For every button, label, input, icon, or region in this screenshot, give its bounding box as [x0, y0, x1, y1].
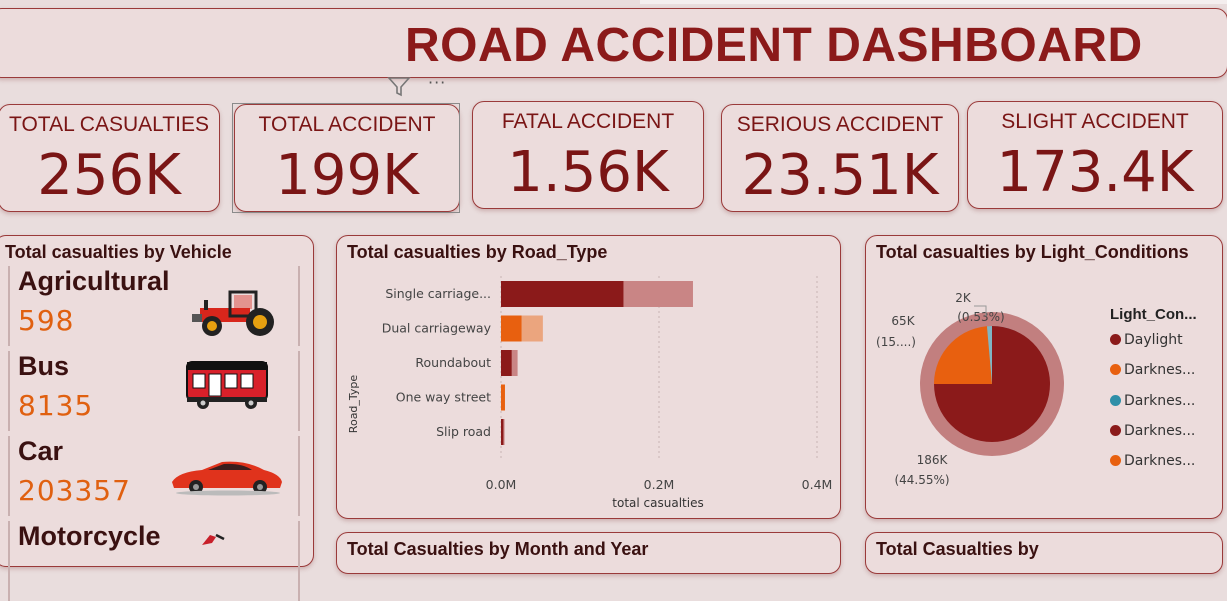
panel-title: Total casualties by Vehicle	[5, 242, 232, 262]
kpi-label: FATAL ACCIDENT	[501, 110, 675, 133]
legend-item[interactable]: Darknes...	[1110, 393, 1195, 409]
legend-dot	[1110, 455, 1121, 466]
vehicle-name: Agricultural	[18, 266, 170, 296]
vehicle-value: 8135	[18, 389, 94, 422]
kpi-value: 256K	[37, 143, 181, 208]
x-axis-label: total casualties	[612, 496, 703, 510]
kpi-value: 199K	[275, 143, 419, 208]
road-type-bar-chart: Road_Type total casualties Single carria…	[347, 276, 833, 510]
light-conditions-pie-chart: 2K (0.53%) 65K (15....) 186K (44.55%)	[876, 291, 1064, 487]
legend-dot	[1110, 395, 1121, 406]
tractor-icon	[192, 290, 274, 336]
legend-label: Darknes...	[1124, 423, 1196, 439]
category-label: Slip road	[436, 424, 491, 439]
selection-outline	[232, 103, 460, 213]
category-label: Dual carriageway	[382, 321, 492, 336]
legend-label: Darknes...	[1124, 393, 1196, 409]
road-type-panel: Total casualties by Road_Type Road_Type …	[336, 235, 841, 519]
bar[interactable]	[501, 384, 505, 411]
vehicle-name: Bus	[18, 351, 70, 381]
motorcycle-icon	[202, 533, 225, 545]
legend-dot	[1110, 334, 1121, 345]
filter-icon[interactable]	[387, 76, 411, 98]
kpi-label: SERIOUS ACCIDENT	[736, 113, 944, 136]
bar[interactable]	[501, 350, 512, 376]
more-options-icon[interactable]: ···	[428, 73, 447, 92]
pie-slice[interactable]	[934, 326, 1050, 442]
pie-data-label: 186K	[917, 453, 949, 467]
bar[interactable]	[501, 419, 504, 445]
pie-data-label: 65K	[891, 314, 915, 328]
title-card	[0, 8, 1227, 78]
kpi-total-casualties: TOTAL CASUALTIES 256K	[0, 104, 220, 212]
pie-data-label: (44.55%)	[894, 473, 949, 487]
legend-dot	[1110, 425, 1121, 436]
legend-dot	[1110, 364, 1121, 375]
vehicle-name: Car	[18, 436, 64, 466]
kpi-value: 23.51K	[741, 143, 939, 208]
vehicle-item-agricultural[interactable]: Agricultural 598	[8, 266, 300, 346]
kpi-slight-accident: SLIGHT ACCIDENT 173.4K	[967, 101, 1223, 209]
kpi-total-accident: TOTAL ACCIDENT 199K	[234, 104, 460, 212]
casualties-by-panel: Total Casualties by	[865, 532, 1223, 574]
pie-slice[interactable]	[934, 326, 992, 384]
top-strip	[640, 0, 1227, 4]
legend-label: Darknes...	[1124, 453, 1196, 469]
kpi-serious-accident: SERIOUS ACCIDENT 23.51K	[721, 104, 959, 212]
legend-label: Daylight	[1124, 332, 1183, 348]
pie-data-label: 2K	[955, 291, 972, 305]
kpi-label: TOTAL CASUALTIES	[9, 113, 209, 136]
vehicle-value: 598	[18, 304, 75, 337]
vehicle-name: Motorcycle	[18, 521, 161, 551]
x-tick-label: 0.0M	[486, 477, 517, 492]
legend-item[interactable]: Darknes...	[1110, 362, 1195, 378]
legend-item[interactable]: Darknes...	[1110, 453, 1195, 469]
category-label: Roundabout	[415, 355, 491, 370]
kpi-label: TOTAL ACCIDENT	[258, 113, 436, 136]
car-icon	[172, 461, 282, 496]
kpi-value: 1.56K	[507, 140, 669, 205]
month-year-panel: Total Casualties by Month and Year	[336, 532, 841, 574]
light-conditions-panel: Total casualties by Light_Conditions 2K (…	[865, 235, 1223, 519]
x-tick-label: 0.2M	[644, 477, 675, 492]
vehicle-value: 203357	[18, 474, 131, 507]
vehicle-item-bus[interactable]: Bus 8135	[8, 351, 300, 431]
y-axis-label: Road_Type	[347, 375, 360, 434]
pie-data-label: (0.53%)	[957, 310, 1004, 324]
panel-title: Total Casualties by	[876, 539, 1039, 559]
page-title: ROAD ACCIDENT DASHBOARD	[405, 19, 1143, 72]
x-tick-label: 0.4M	[802, 477, 833, 492]
legend-item[interactable]: Darknes...	[1110, 423, 1195, 439]
legend-title: Light_Con...	[1110, 306, 1197, 323]
pie-data-label: (15....)	[876, 335, 916, 349]
vehicle-item-motorcycle[interactable]: Motorcycle	[8, 521, 300, 601]
panel-title: Total casualties by Light_Conditions	[876, 242, 1189, 262]
vehicle-item-car[interactable]: Car 203357	[8, 436, 300, 516]
panel-title: Total Casualties by Month and Year	[347, 539, 649, 559]
bar[interactable]	[501, 281, 624, 307]
kpi-label: SLIGHT ACCIDENT	[1001, 110, 1189, 133]
legend-label: Darknes...	[1124, 362, 1196, 378]
bar[interactable]	[501, 315, 522, 342]
vehicle-panel: Total casualties by Vehicle Agricultural…	[0, 235, 314, 601]
bus-icon	[186, 361, 268, 409]
category-label: One way street	[396, 390, 491, 405]
leader-line	[974, 305, 987, 316]
panel-title: Total casualties by Road_Type	[347, 242, 608, 262]
kpi-value: 173.4K	[996, 140, 1194, 205]
kpi-fatal-accident: FATAL ACCIDENT 1.56K	[472, 101, 704, 209]
legend-item[interactable]: Daylight	[1110, 332, 1183, 348]
category-label: Single carriage...	[385, 286, 491, 301]
